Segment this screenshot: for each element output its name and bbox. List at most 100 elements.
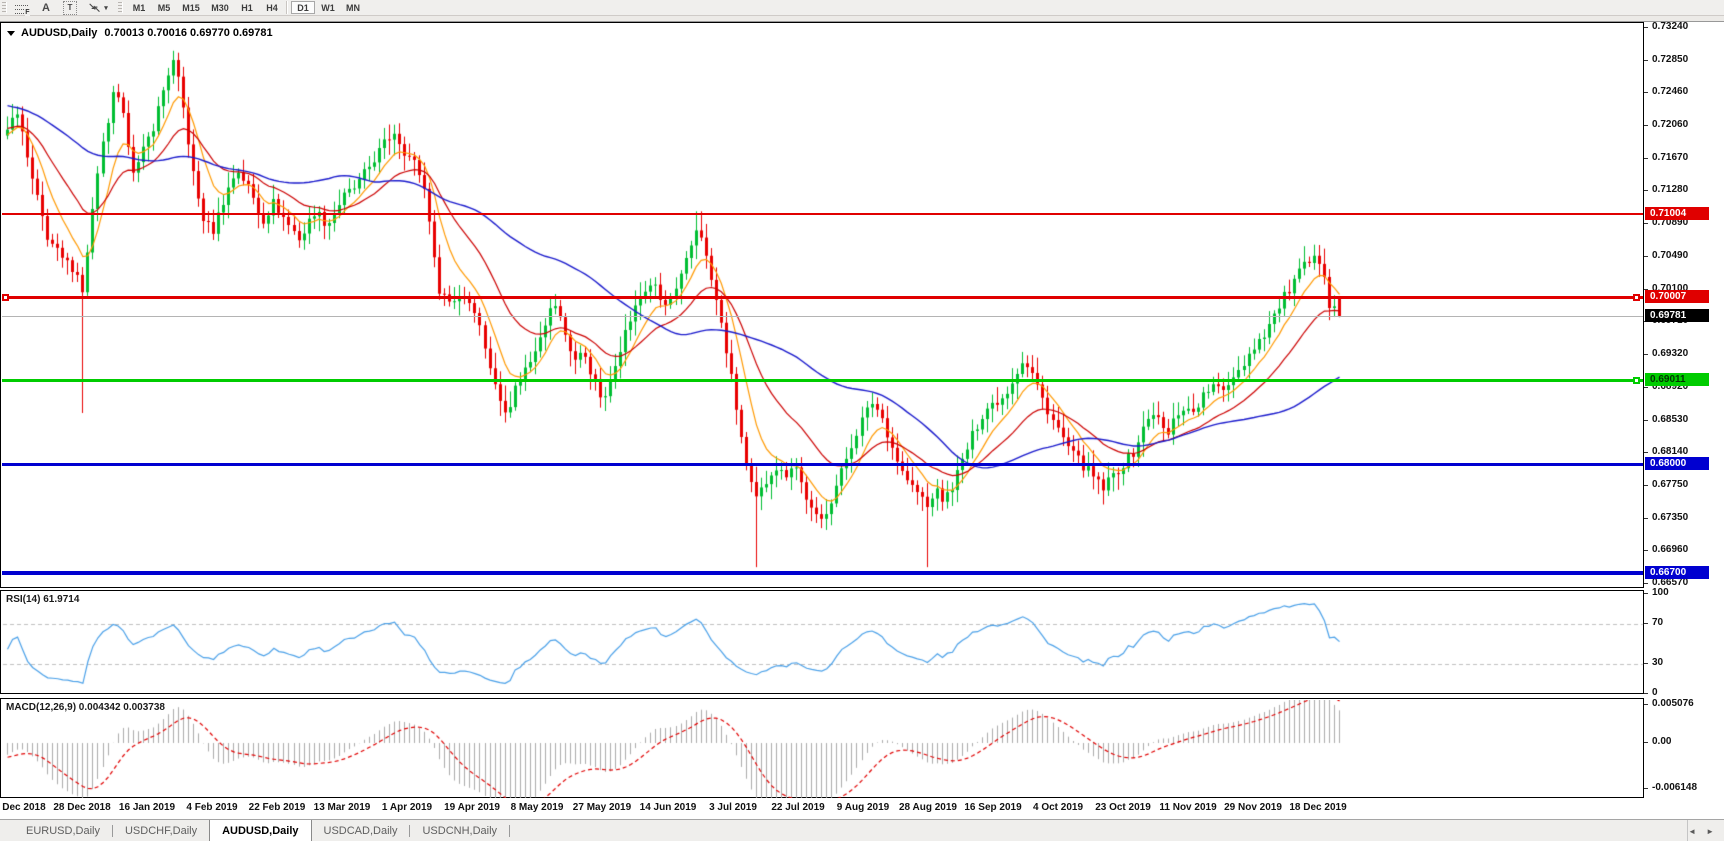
toolbar-shadow-strip <box>0 16 1724 22</box>
price-axis-tick <box>1644 158 1648 159</box>
chart-symbol-label: AUDUSD,Daily <box>21 27 98 39</box>
chart-menu-icon[interactable] <box>7 30 15 36</box>
rsi-axis-label: 100 <box>1652 587 1669 598</box>
rsi-axis-label: 30 <box>1652 657 1664 668</box>
price-axis-label: 0.73240 <box>1652 21 1689 32</box>
price-axis-tick <box>1644 583 1648 584</box>
date-label: 22 Feb 2019 <box>248 802 306 813</box>
main-chart-panel: AUDUSD,Daily 0.70013 0.70016 0.69770 0.6… <box>0 22 1644 588</box>
date-label: 16 Sep 2019 <box>964 802 1022 813</box>
timeframe-button-h4[interactable]: H4 <box>266 2 278 13</box>
date-label: 9 Aug 2019 <box>836 802 890 813</box>
timeframe-button-d1[interactable]: D1 <box>291 1 315 14</box>
timeframe-button-m30[interactable]: M30 <box>211 2 229 13</box>
price-badge: 0.71004 <box>1645 207 1709 220</box>
tab-audusd[interactable]: AUDUSD,Daily <box>209 820 312 841</box>
horizontal-line-0.66700[interactable] <box>2 571 1643 575</box>
tab-usdcad[interactable]: USDCAD,Daily <box>323 825 398 837</box>
price-axis-tick <box>1644 60 1648 61</box>
timeframe-button-w1[interactable]: W1 <box>321 2 335 13</box>
horizontal-line-0.69011[interactable] <box>2 379 1643 382</box>
timeframe-button-m15[interactable]: M15 <box>182 2 200 13</box>
price-axis-tick <box>1644 223 1648 224</box>
tab-separator <box>111 825 113 837</box>
macd-axis-tick <box>1644 742 1648 743</box>
timeframe-button-m5[interactable]: M5 <box>157 2 171 13</box>
tab-separator <box>509 825 511 837</box>
rsi-canvas[interactable] <box>2 592 1644 694</box>
price-axis-label: 0.70890 <box>1652 217 1689 228</box>
rsi-axis-tick <box>1644 663 1648 664</box>
toolbar-grip[interactable] <box>118 2 123 13</box>
rsi-panel: RSI(14) 61.9714 <box>0 590 1644 694</box>
price-axis-tick <box>1644 485 1648 486</box>
price-axis-tick <box>1644 354 1648 355</box>
macd-canvas[interactable] <box>2 700 1644 798</box>
current-price-line <box>2 316 1643 317</box>
price-axis-label: 0.72460 <box>1652 86 1689 97</box>
toolbar-grip[interactable] <box>2 2 7 13</box>
horizontal-line-0.71004[interactable] <box>2 213 1643 215</box>
line-anchor-icon[interactable] <box>2 294 9 301</box>
tab-separator <box>409 825 411 837</box>
date-label: 10 Dec 2018 <box>0 802 46 813</box>
price-axis-tick <box>1644 452 1648 453</box>
text-label-button[interactable]: A <box>36 0 56 15</box>
fibonacci-retracement-button[interactable]: F <box>10 0 32 16</box>
price-badge: 0.69011 <box>1645 373 1709 386</box>
price-axis-label: 0.66960 <box>1652 544 1689 555</box>
tabbar-lead <box>0 820 14 841</box>
line-anchor-icon[interactable] <box>1633 377 1640 384</box>
horizontal-line-0.70007[interactable] <box>2 296 1643 299</box>
tab-scroll-right-icon[interactable]: ► <box>1706 826 1714 836</box>
timeframe-button-mn[interactable]: MN <box>346 2 360 13</box>
date-label: 3 Jul 2019 <box>709 802 757 813</box>
price-axis-label: 0.72850 <box>1652 54 1689 65</box>
arrow-tools-button[interactable]: ↘ ↖ ▾ <box>84 0 112 15</box>
current-price-badge: 0.69781 <box>1645 309 1709 322</box>
price-axis-tick <box>1644 550 1648 551</box>
price-axis-tick <box>1644 289 1648 290</box>
rsi-axis-tick <box>1644 593 1648 594</box>
text-label-icon: A <box>42 1 50 14</box>
macd-label: MACD(12,26,9) 0.004342 0.003738 <box>6 702 165 713</box>
date-label: 4 Feb 2019 <box>186 802 238 813</box>
horizontal-line-0.68000[interactable] <box>2 463 1643 466</box>
chart-ohlc-values: 0.70013 0.70016 0.69770 0.69781 <box>104 27 273 39</box>
rsi-axis-tick <box>1644 623 1648 624</box>
fibonacci-icon: F <box>14 2 30 16</box>
date-label: 29 Nov 2019 <box>1224 802 1282 813</box>
price-axis-label: 0.67350 <box>1652 512 1689 523</box>
arrow-tools-icon: ↘ ↖ <box>88 0 101 14</box>
toolbar-separator <box>286 1 288 14</box>
chart-tab-bar: EURUSD,Daily USDCHF,Daily AUDUSD,Daily USDC… <box>0 819 1724 841</box>
price-axis-label: 0.69320 <box>1652 348 1689 359</box>
tab-scroll-left-icon[interactable]: ◄ <box>1688 826 1697 836</box>
price-axis-label: 0.71670 <box>1652 152 1689 163</box>
macd-axis-tick <box>1644 704 1648 705</box>
text-tool-icon: T <box>63 0 77 15</box>
price-chart-canvas[interactable] <box>2 24 1644 588</box>
price-axis-label: 0.66570 <box>1652 577 1689 588</box>
tab-eurusd[interactable]: EURUSD,Daily <box>26 825 100 837</box>
date-label: 27 May 2019 <box>572 802 632 813</box>
timeframe-button-m1[interactable]: M1 <box>132 2 146 13</box>
price-axis-label: 0.70100 <box>1652 283 1689 294</box>
tab-usdcnh[interactable]: USDCNH,Daily <box>422 825 498 837</box>
date-label: 22 Jul 2019 <box>771 802 825 813</box>
tab-usdchf[interactable]: USDCHF,Daily <box>124 825 198 837</box>
date-label: 23 Oct 2019 <box>1095 802 1151 813</box>
tab-scroll-area: ◄ ► <box>1687 820 1724 841</box>
price-badge: 0.66700 <box>1645 566 1709 579</box>
text-tool-button[interactable]: T <box>60 0 80 15</box>
date-label: 1 Apr 2019 <box>381 802 433 813</box>
line-anchor-icon[interactable] <box>1633 294 1640 301</box>
price-axis-tick <box>1644 92 1648 93</box>
rsi-axis-label: 70 <box>1652 617 1664 628</box>
price-axis-label: 0.68920 <box>1652 381 1689 392</box>
price-axis-tick <box>1644 518 1648 519</box>
timeframe-button-h1[interactable]: H1 <box>241 2 253 13</box>
macd-panel: MACD(12,26,9) 0.004342 0.003738 <box>0 698 1644 798</box>
date-axis: 10 Dec 2018 28 Dec 2018 16 Jan 2019 4 Feb 2… <box>0 798 1724 818</box>
